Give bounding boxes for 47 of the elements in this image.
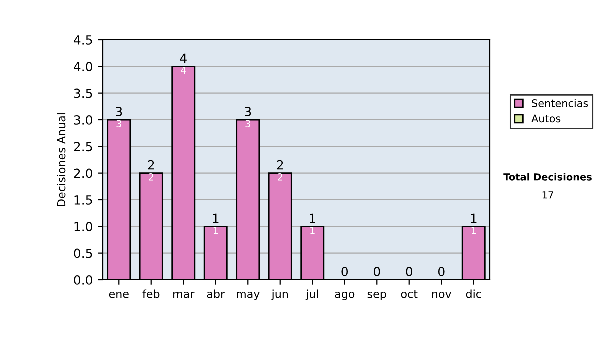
- total-label: 1: [310, 214, 316, 223]
- total-label: 0: [342, 267, 348, 277]
- x-tick-label: oct: [401, 290, 418, 298]
- total-label: 2: [277, 160, 284, 170]
- total-label: 3: [116, 107, 122, 117]
- total-label: 2: [148, 160, 154, 170]
- total-label: 1: [213, 214, 219, 223]
- data-label: 3: [116, 120, 122, 128]
- y-tick-label: 0.5: [74, 248, 92, 258]
- x-tick-label: ago: [335, 292, 355, 300]
- y-tick-label: 2.0: [74, 168, 92, 178]
- y-tick-label: 4.5: [74, 36, 92, 45]
- text: 17: [542, 192, 554, 199]
- x-tick-label: jul: [306, 290, 318, 300]
- data-label: 1: [310, 226, 315, 234]
- y-tick-label: 0.0: [74, 275, 92, 285]
- x-tick-label: dic: [466, 290, 482, 298]
- total-label: 0: [406, 267, 413, 277]
- data-label: 2: [278, 174, 282, 181]
- y-tick-label: 3.0: [74, 115, 92, 125]
- legend-label: Sentencias: [532, 99, 588, 108]
- x-tick-label: nov: [432, 292, 452, 298]
- y-axis-title: Decisiones Anual: [57, 114, 66, 206]
- total-label: 3: [245, 107, 252, 117]
- data-label: 4: [181, 66, 186, 74]
- data-label: 1: [214, 226, 218, 234]
- legend-label: Autos: [532, 114, 561, 123]
- y-tick-label: 3.5: [74, 88, 92, 98]
- total-label: 0: [438, 267, 445, 277]
- x-tick-label: ene: [109, 292, 129, 298]
- total-label: 0: [374, 267, 380, 277]
- data-label: 2: [148, 174, 154, 181]
- text: Total Decisiones: [504, 173, 592, 181]
- y-tick-label: 1.0: [74, 222, 92, 232]
- total-label: 4: [180, 54, 187, 63]
- x-tick-label: abr: [207, 290, 226, 298]
- x-tick-label: mar: [174, 292, 195, 298]
- x-tick-label: jun: [272, 290, 288, 300]
- data-label: 1: [472, 226, 476, 234]
- x-tick-label: may: [237, 292, 260, 300]
- y-tick-label: 2.5: [74, 142, 92, 152]
- data-label: 3: [246, 120, 250, 128]
- total-label: 1: [471, 214, 477, 223]
- x-tick-label: feb: [142, 290, 160, 298]
- x-tick-label: sep: [368, 292, 386, 300]
- y-tick-label: 4.0: [74, 62, 92, 72]
- y-tick-label: 1.5: [74, 196, 92, 205]
